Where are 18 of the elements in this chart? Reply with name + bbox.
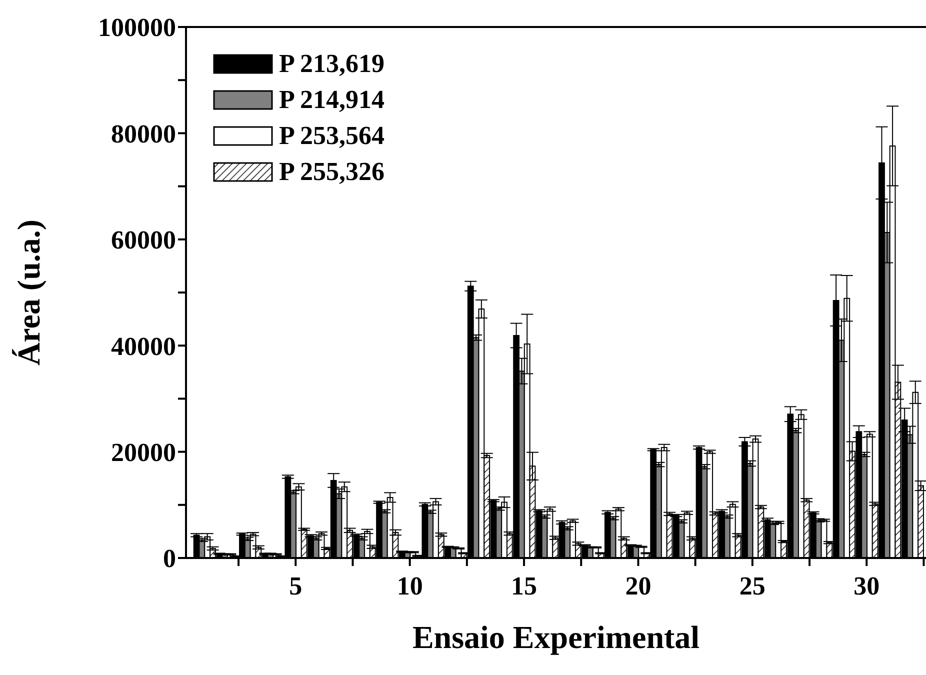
x-tick-label: 5 bbox=[289, 571, 302, 600]
y-tick-label: 0 bbox=[163, 544, 176, 574]
y-axis-title: Área (u.a.) bbox=[10, 219, 46, 366]
legend-label: P 253,564 bbox=[279, 121, 384, 151]
y-tick-label: 100000 bbox=[98, 13, 176, 42]
legend-label: P 213,619 bbox=[279, 49, 384, 79]
x-tick-label: 20 bbox=[625, 571, 652, 600]
legend-label: P 214,914 bbox=[279, 85, 384, 115]
y-tick-label: 80000 bbox=[111, 119, 176, 148]
y-tick-label: 40000 bbox=[111, 332, 176, 361]
legend-label: P 255,326 bbox=[279, 157, 384, 187]
x-tick-label: 10 bbox=[396, 571, 423, 600]
x-tick-label: 25 bbox=[739, 571, 766, 600]
x-axis-title: Ensaio Experimental bbox=[412, 619, 700, 655]
y-tick-label: 20000 bbox=[111, 438, 176, 468]
y-tick-label: 60000 bbox=[111, 226, 176, 255]
x-tick-label: 30 bbox=[854, 571, 880, 600]
x-tick-label: 15 bbox=[511, 571, 538, 600]
